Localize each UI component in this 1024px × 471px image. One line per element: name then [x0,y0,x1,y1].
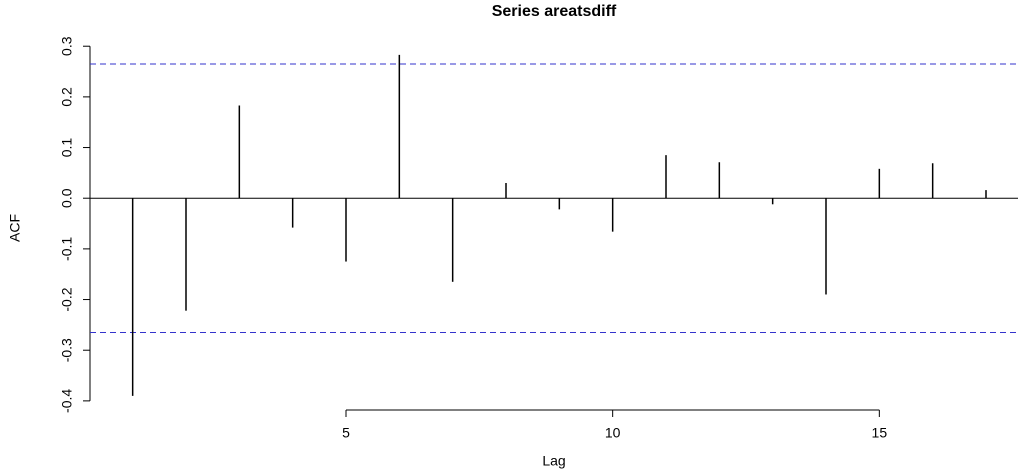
y-tick-label: 0.1 [59,138,75,158]
y-tick-label: -0.3 [59,338,75,362]
x-tick-label: 5 [342,425,350,441]
y-tick-label: 0.0 [59,188,75,208]
y-tick-label: -0.1 [59,237,75,261]
y-tick-label: 0.3 [59,36,75,56]
x-tick-label: 15 [872,425,888,441]
y-tick-label: 0.2 [59,87,75,107]
x-tick-label: 10 [605,425,621,441]
x-axis-label: Lag [542,453,565,469]
y-axis-label: ACF [7,214,23,242]
y-tick-label: -0.4 [59,389,75,413]
chart-title: Series areatsdiff [492,3,617,20]
y-tick-label: -0.2 [59,287,75,311]
